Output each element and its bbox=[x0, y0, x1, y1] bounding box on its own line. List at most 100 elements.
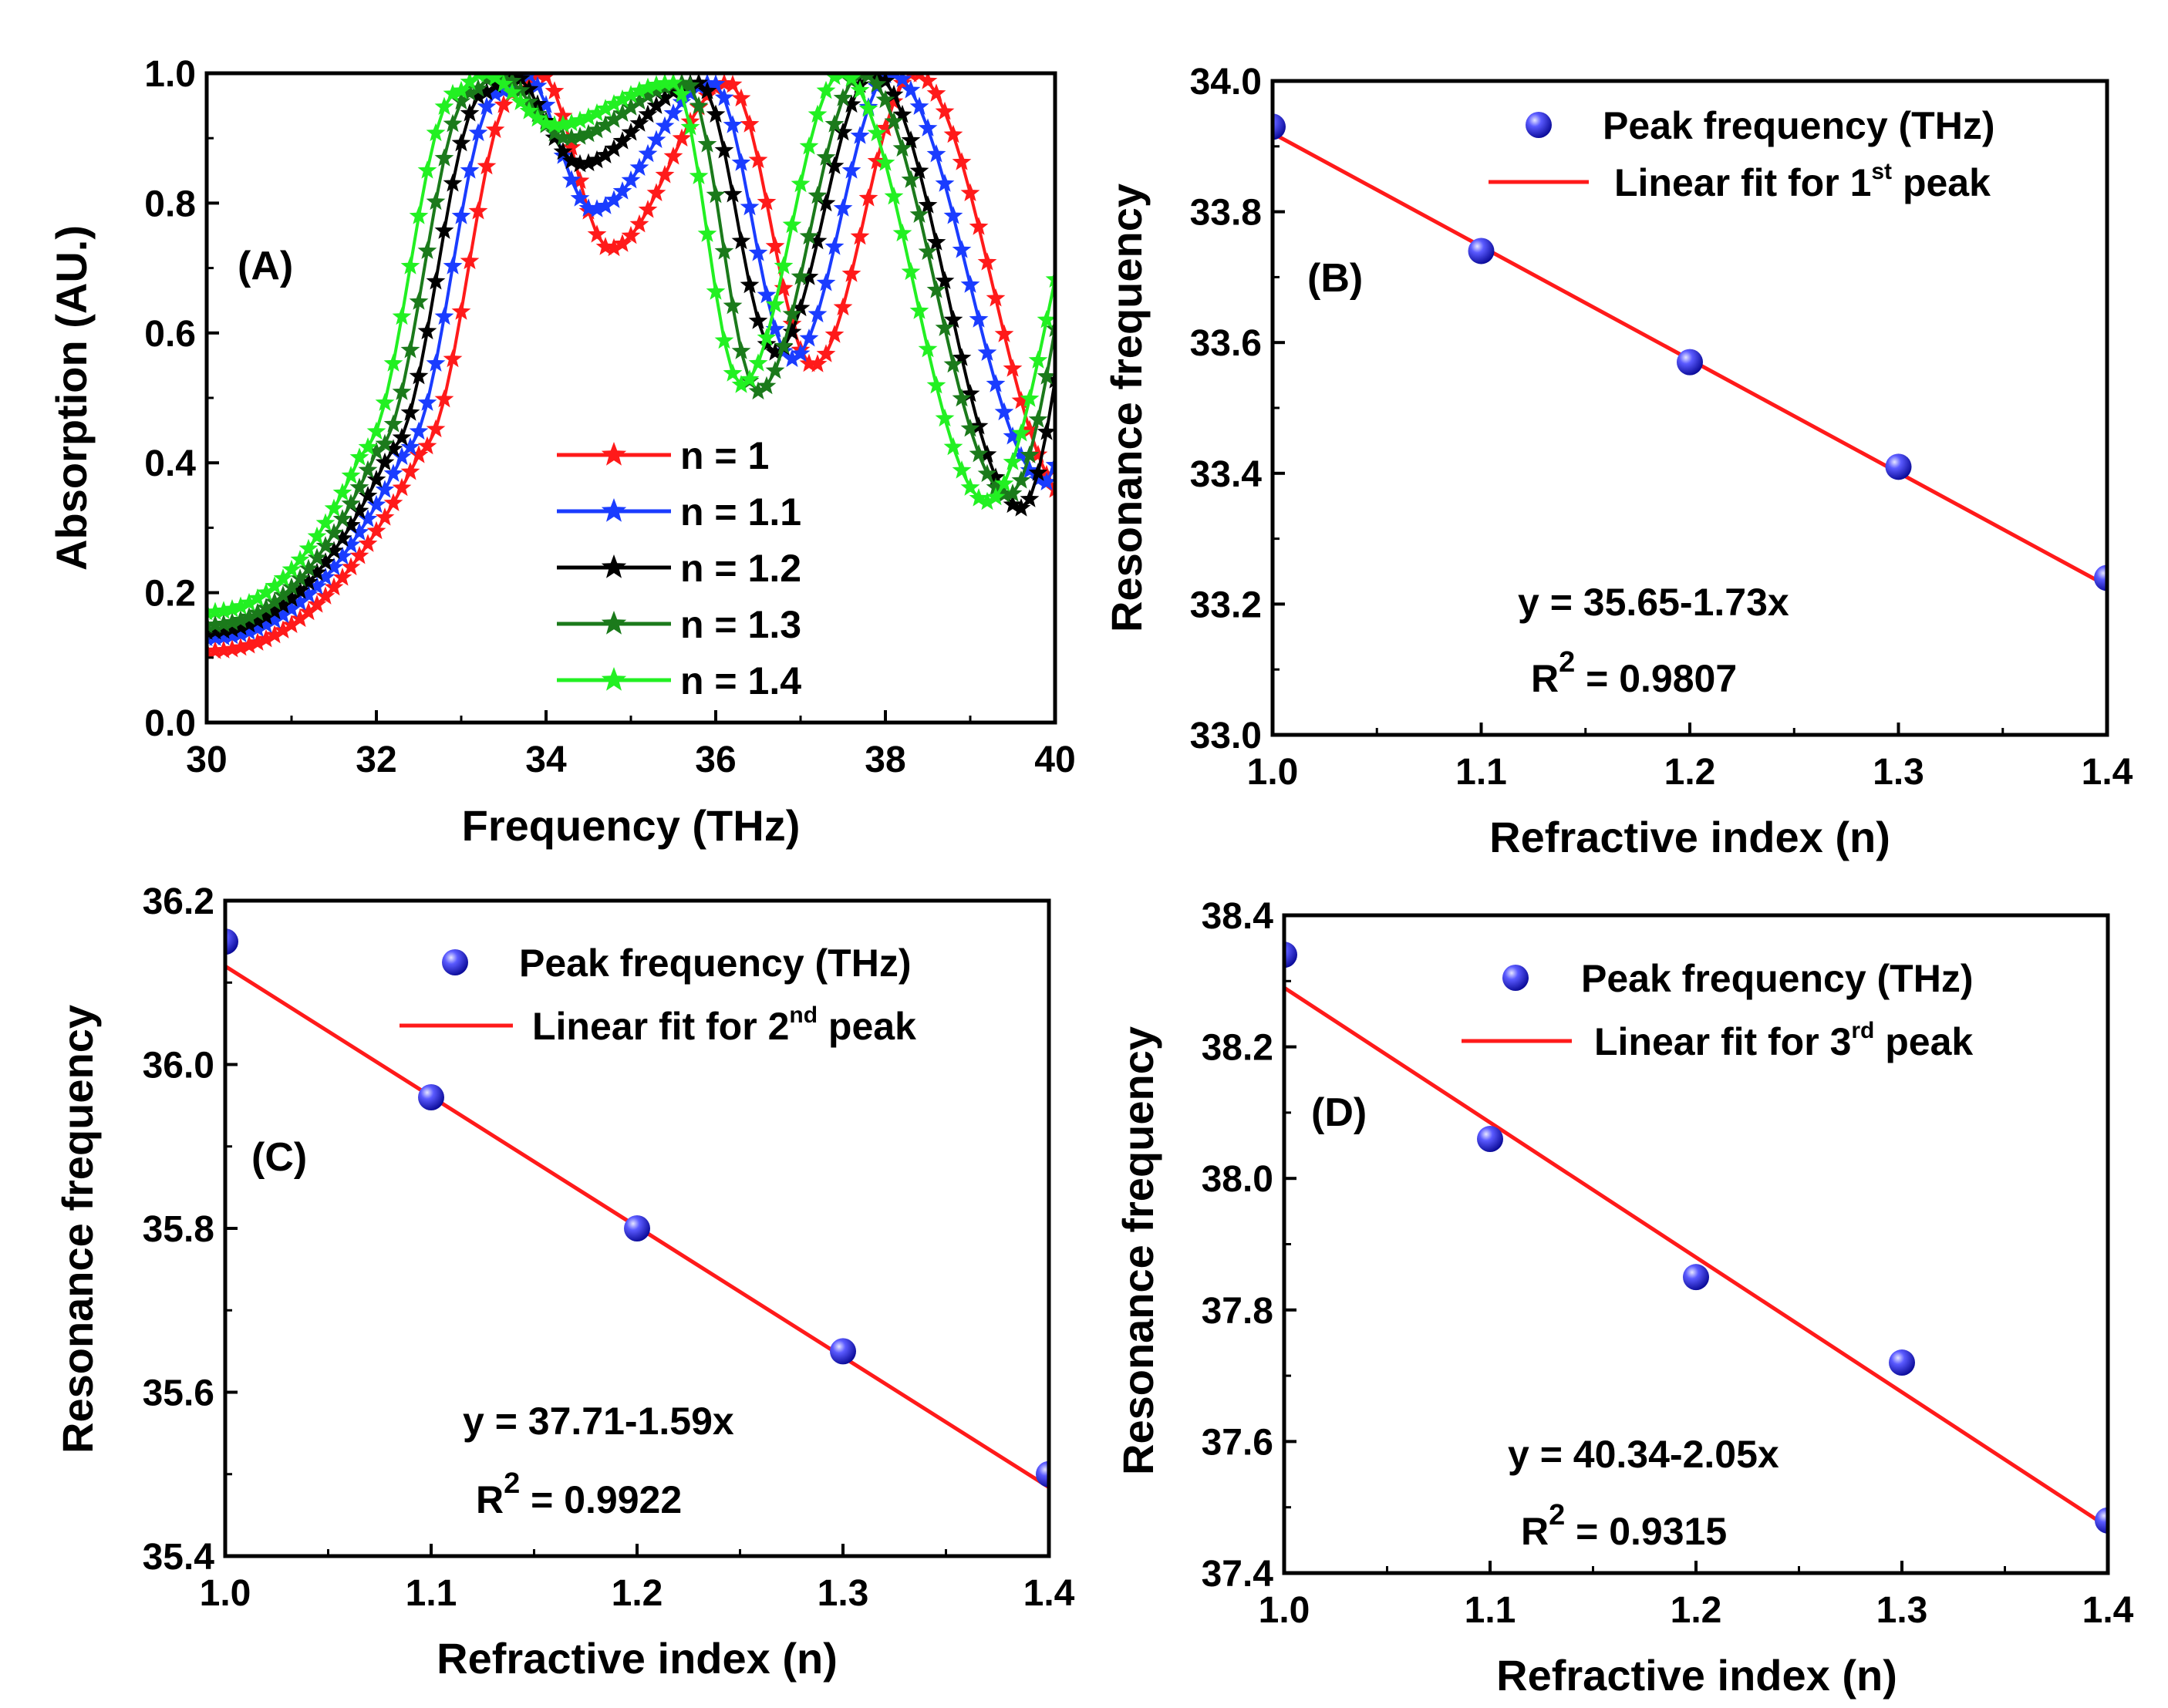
star-marker bbox=[553, 141, 573, 160]
panel-d-third-peak-chart: 1.0 1.1 1.2 1.3 1.437.437.637.838.038.238.4 … bbox=[1114, 896, 2134, 1700]
star-marker bbox=[638, 86, 658, 104]
x-tick-label: 1.2 bbox=[1664, 752, 1716, 793]
star-marker bbox=[207, 615, 225, 633]
star-marker bbox=[231, 637, 251, 656]
star-marker bbox=[400, 340, 420, 359]
star-marker bbox=[994, 484, 1014, 503]
star-marker bbox=[349, 546, 369, 564]
star-marker bbox=[969, 416, 989, 435]
panel-b-legend-fit-label: Linear fit for 1st peak bbox=[1614, 159, 1991, 204]
star-marker bbox=[409, 421, 429, 440]
star-marker bbox=[298, 572, 319, 591]
star-marker bbox=[239, 622, 259, 640]
panel-c-plot-marks bbox=[225, 928, 1049, 1489]
star-marker bbox=[977, 342, 997, 361]
star-marker bbox=[1003, 452, 1023, 470]
panel-b-r2: R2 = 0.9807 bbox=[1531, 646, 1737, 700]
panel-c-ticks: 1.0 1.1 1.2 1.3 1.4 35.4 35.6 35.8 36.0 36.2 bbox=[143, 881, 1075, 1614]
panel-c-fit-suffix: peak bbox=[818, 1005, 916, 1048]
panel-d-fit-sup: rd bbox=[1851, 1018, 1874, 1043]
data-point bbox=[1036, 1460, 1049, 1487]
panel-c-equation: y = 37.71-1.59x bbox=[463, 1400, 734, 1443]
data-point bbox=[1273, 113, 1286, 140]
star-marker bbox=[731, 231, 751, 250]
star-marker bbox=[545, 115, 565, 133]
star-marker bbox=[570, 110, 590, 129]
star-marker bbox=[298, 538, 319, 558]
star-marker bbox=[994, 473, 1014, 492]
panel-b-legend-marker bbox=[1526, 112, 1552, 138]
star-marker bbox=[994, 324, 1014, 342]
star-marker bbox=[892, 73, 912, 88]
star-marker bbox=[248, 588, 268, 607]
star-marker bbox=[799, 328, 819, 347]
star-marker bbox=[791, 298, 811, 317]
y-tick-label: 33.2 bbox=[1190, 584, 1262, 625]
panel-d-fit-suffix: peak bbox=[1874, 1020, 1973, 1063]
panel-c-fit-prefix: Linear fit for 2 bbox=[532, 1005, 789, 1048]
star-marker bbox=[282, 588, 302, 607]
star-marker bbox=[460, 160, 480, 179]
star-marker bbox=[477, 96, 497, 115]
panel-c-xlabel: Refractive index (n) bbox=[437, 1634, 838, 1683]
star-marker bbox=[808, 104, 828, 123]
star-marker bbox=[960, 383, 980, 403]
star-marker bbox=[774, 336, 794, 355]
star-marker bbox=[952, 460, 972, 479]
x-tick-label: 1.1 bbox=[406, 1573, 457, 1614]
star-marker bbox=[884, 84, 904, 103]
star-marker bbox=[366, 520, 386, 540]
x-tick-label: 1.0 bbox=[1247, 752, 1299, 793]
panel-d-legend-points-label: Peak frequency (THz) bbox=[1581, 957, 1973, 1000]
star-marker bbox=[400, 256, 420, 275]
star-marker bbox=[222, 599, 242, 618]
star-marker bbox=[833, 297, 853, 316]
star-marker bbox=[604, 190, 624, 208]
x-tick-label: 38 bbox=[865, 739, 905, 780]
star-marker bbox=[663, 73, 683, 92]
star-marker bbox=[207, 628, 225, 646]
panel-b-ylabel: Resonance frequency bbox=[1102, 184, 1151, 632]
star-marker bbox=[298, 584, 319, 603]
data-point bbox=[1889, 1349, 1915, 1376]
star-marker bbox=[417, 321, 437, 340]
star-marker bbox=[587, 103, 607, 122]
star-marker bbox=[239, 592, 259, 611]
y-tick-label: 36.2 bbox=[143, 881, 214, 922]
star-marker bbox=[570, 188, 590, 207]
star-marker bbox=[222, 619, 242, 638]
star-marker bbox=[918, 241, 938, 261]
star-marker bbox=[909, 204, 929, 223]
star-marker bbox=[451, 302, 471, 320]
star-marker bbox=[417, 392, 437, 411]
star-marker bbox=[595, 145, 615, 163]
panel-a-legend: n = 1 n = 1.1 n = 1.2 n = 1.3 n = 1.4 bbox=[557, 434, 801, 702]
star-marker bbox=[282, 615, 302, 633]
star-marker bbox=[808, 354, 828, 372]
star-marker bbox=[629, 91, 649, 110]
star-marker bbox=[256, 628, 276, 648]
star-marker bbox=[409, 206, 429, 224]
star-marker bbox=[960, 477, 980, 496]
star-marker bbox=[791, 343, 811, 362]
star-marker bbox=[977, 463, 997, 483]
star-marker bbox=[358, 437, 378, 456]
star-marker bbox=[222, 625, 242, 645]
star-marker bbox=[307, 526, 327, 545]
star-marker bbox=[731, 88, 751, 107]
star-marker bbox=[434, 148, 454, 167]
star-marker bbox=[460, 83, 480, 101]
star-marker bbox=[926, 83, 946, 102]
star-marker bbox=[332, 528, 352, 547]
star-marker bbox=[740, 114, 760, 133]
star-marker bbox=[943, 436, 963, 456]
star-marker bbox=[697, 134, 717, 153]
star-marker bbox=[341, 534, 361, 554]
star-marker bbox=[383, 463, 403, 482]
panel-b-r2-prefix: R bbox=[1531, 657, 1559, 700]
panel-a-ticks: 30 32 34 36 38 40 0.0 0.2 0.4 0.6 0.8 1.0 bbox=[144, 54, 1075, 780]
y-tick-label: 33.6 bbox=[1190, 323, 1262, 364]
star-marker bbox=[375, 507, 395, 526]
star-marker bbox=[222, 612, 242, 631]
star-marker bbox=[672, 73, 692, 92]
